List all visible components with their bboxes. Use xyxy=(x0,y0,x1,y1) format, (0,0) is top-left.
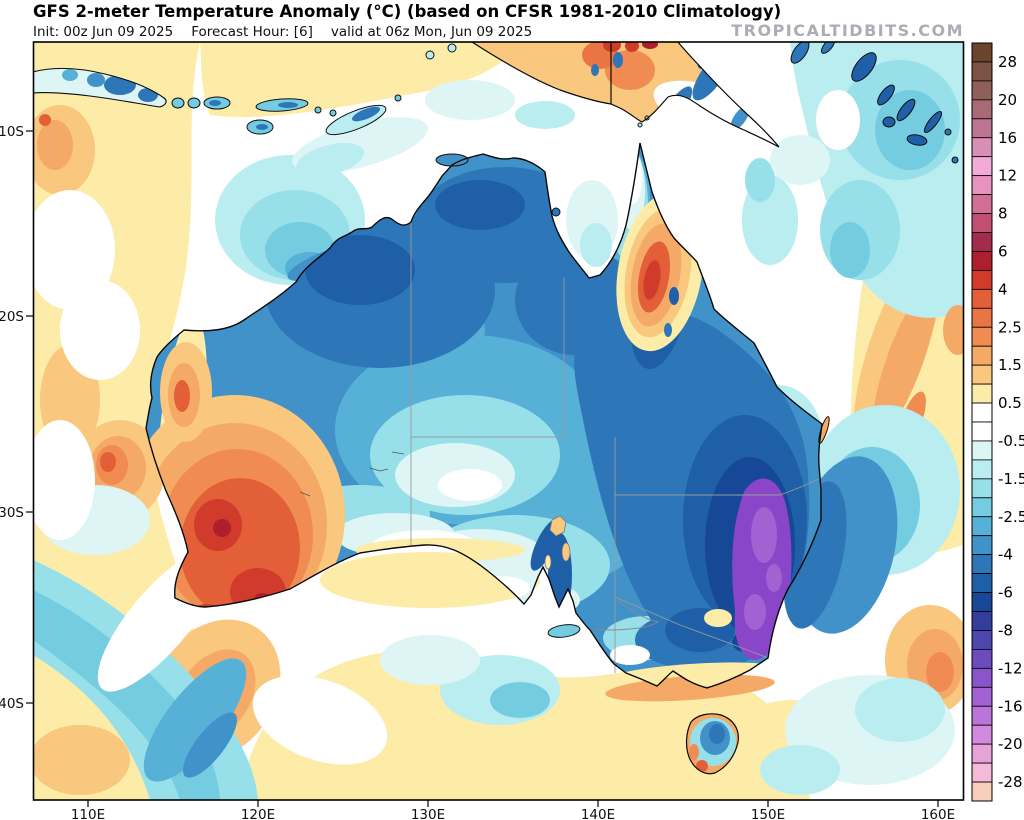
colorbar-cell xyxy=(971,573,993,593)
rivers-and-lakes xyxy=(299,451,660,631)
colorbar-cell xyxy=(971,421,993,442)
colorbar-tick-label: 16 xyxy=(998,129,1017,147)
colorbar-tick-label: -1.5 xyxy=(998,470,1024,488)
watermark: TROPICALTIDBITS.COM xyxy=(731,21,964,40)
forecast-meta: Init: 00z Jun 09 2025 Forecast Hour: [6] v… xyxy=(33,24,550,40)
colorbar-tick-label: -20 xyxy=(998,735,1023,753)
ocean-field xyxy=(33,42,964,800)
colorbar-cell xyxy=(971,99,993,120)
colorbar-cell xyxy=(971,705,993,726)
colorbar-cell xyxy=(971,649,993,669)
colorbar-cell xyxy=(971,61,993,82)
colorbar-cell xyxy=(971,269,993,290)
colorbar-cell xyxy=(971,478,993,499)
lon-tick-label: 120E xyxy=(241,807,275,820)
colorbar-frame xyxy=(971,42,993,802)
colorbar-tick-label: -8 xyxy=(998,621,1013,639)
map-frame xyxy=(32,41,965,801)
colorbar-tick-label: 20 xyxy=(998,91,1017,109)
colorbar-cell xyxy=(971,724,993,745)
colorbar-cell xyxy=(971,326,993,347)
lon-tick-label: 150E xyxy=(751,807,785,820)
colorbar-cell xyxy=(971,345,993,366)
colorbar-cell xyxy=(971,630,993,650)
lon-tick-label: 130E xyxy=(411,807,445,820)
colorbar-tick-label: -2.5 xyxy=(998,508,1024,526)
colorbar-tick-label: 1.5 xyxy=(998,356,1022,374)
colorbar-cell xyxy=(971,611,993,631)
colorbar-cell xyxy=(971,383,993,404)
colorbar-cell xyxy=(971,42,993,63)
colorbar-cell xyxy=(971,402,993,423)
colorbar-cell xyxy=(971,516,993,537)
colorbar-cell xyxy=(971,686,993,707)
colorbar-cell xyxy=(971,288,993,309)
lon-tick-label: 160E xyxy=(921,807,955,820)
lon-tick-label: 110E xyxy=(71,807,105,820)
valid-time: valid at 06z Mon, Jun 09 2025 xyxy=(330,24,533,40)
colorbar-tick-label: 8 xyxy=(998,205,1008,223)
colorbar-tick-label: -4 xyxy=(998,546,1013,564)
colorbar-tick-label: -6 xyxy=(998,584,1013,602)
colorbar-cell xyxy=(971,232,993,252)
colorbar-cell xyxy=(971,459,993,480)
colorbar-cell xyxy=(971,667,993,688)
colorbar-labels: 28 20 16 12 8 6 4 2.5 1.5 0.5 -0.5 -1.5 -2.5 -4 -6 -8 -1… xyxy=(998,53,1024,791)
colorbar-cell xyxy=(971,440,993,461)
colorbar-cell xyxy=(971,80,993,101)
lat-tick-label: 10S xyxy=(0,124,24,140)
colorbar-cell xyxy=(971,118,993,139)
colorbar-tick-label: -12 xyxy=(998,659,1023,677)
colorbar-cell xyxy=(971,781,993,802)
colorbar-cell xyxy=(971,497,993,518)
colorbar-tick-label: 28 xyxy=(998,53,1017,71)
lat-tick-label: 40S xyxy=(0,696,24,712)
colorbar-tick-label: -0.5 xyxy=(998,432,1024,450)
colorbar-cell xyxy=(971,251,993,271)
colorbar-tick-label: 6 xyxy=(998,242,1008,260)
lat-tick-label: 30S xyxy=(0,505,24,521)
lat-tick-label: 20S xyxy=(0,309,24,325)
colorbar-tick-label: -28 xyxy=(998,773,1023,791)
colorbar-tick-label: 0.5 xyxy=(998,394,1022,412)
colorbar-cell xyxy=(971,213,993,233)
colorbar-cell xyxy=(971,592,993,612)
colorbar xyxy=(971,42,993,802)
lon-tick-label: 140E xyxy=(581,807,615,820)
colorbar-cell xyxy=(971,364,993,385)
colorbar-tick-label: 4 xyxy=(998,280,1008,298)
colorbar-tick-label: 2.5 xyxy=(998,318,1022,336)
colorbar-cell xyxy=(971,762,993,783)
state-borders xyxy=(410,222,822,673)
colorbar-cell xyxy=(971,535,993,556)
colorbar-cell xyxy=(971,307,993,328)
latitude-axis: 10S 20S 30S 40S xyxy=(0,124,33,712)
colorbar-cell xyxy=(971,554,993,575)
forecast-hour: Forecast Hour: [6] xyxy=(191,24,313,40)
colorbar-tick-label: 12 xyxy=(998,167,1017,185)
colorbar-cell xyxy=(971,137,993,158)
colorbar-cell xyxy=(971,743,993,764)
page-title: GFS 2-meter Temperature Anomaly (°C) (ba… xyxy=(33,2,782,21)
map-field xyxy=(33,42,964,800)
init-time: Init: 00z Jun 09 2025 xyxy=(33,24,174,40)
colorbar-cell xyxy=(971,194,993,214)
colorbar-tick-label: -16 xyxy=(998,697,1023,715)
longitude-axis: 110E 120E 130E 140E 150E 160E xyxy=(71,800,955,820)
colorbar-cell xyxy=(971,156,993,177)
colorbar-cell xyxy=(971,175,993,195)
coastline xyxy=(33,42,823,775)
